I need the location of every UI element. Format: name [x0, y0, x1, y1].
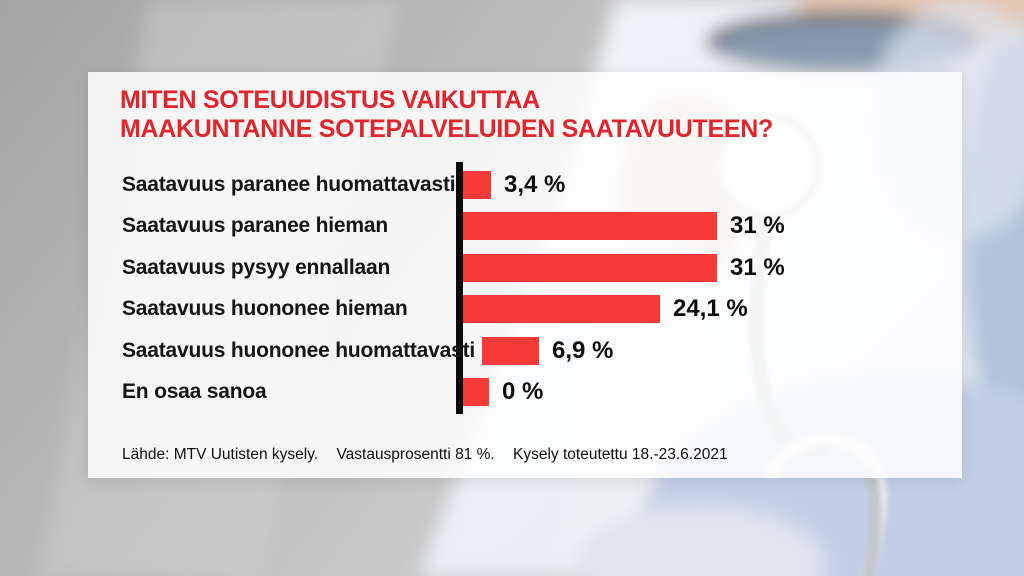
value-label: 31 % — [730, 253, 785, 281]
value-label: 6,9 % — [552, 336, 614, 364]
bar — [463, 253, 717, 282]
bar — [463, 295, 660, 324]
value-label: 24,1 % — [673, 295, 748, 323]
chart-row: Saatavuus pysyy ennallaan 31 % — [122, 247, 950, 289]
chart-title: MITEN SOTEUUDISTUS VAIKUTTAA MAAKUNTANNE… — [120, 86, 773, 144]
chart-panel: MITEN SOTEUUDISTUS VAIKUTTAA MAAKUNTANNE… — [88, 72, 962, 478]
category-label: Saatavuus paranee hieman — [122, 214, 388, 238]
survey-dates: Kysely toteutettu 18.-23.6.2021 — [513, 446, 728, 463]
category-label: En osaa sanoa — [122, 380, 267, 404]
chart-row: Saatavuus paranee huomattavasti 3,4 % — [122, 164, 950, 206]
chart-row: En osaa sanoa 0 % — [122, 372, 950, 414]
category-label: Saatavuus paranee huomattavasti — [122, 172, 456, 196]
value-label: 31 % — [730, 212, 785, 240]
category-label: Saatavuus huononee hieman — [122, 297, 408, 321]
chart-row: Saatavuus huononee hieman 24,1 % — [122, 289, 950, 331]
chart-title-line-2: MAAKUNTANNE SOTEPALVELUIDEN SAATAVUUTEEN… — [120, 115, 773, 143]
bar — [463, 212, 717, 241]
axis-baseline — [456, 162, 463, 414]
chart-row: Saatavuus paranee hieman 31 % — [122, 206, 950, 248]
chart-title-line-1: MITEN SOTEUUDISTUS VAIKUTTAA — [120, 86, 540, 114]
value-label: 3,4 % — [504, 170, 566, 198]
chart-row: Saatavuus huononee huomattavasti 6,9 % — [122, 330, 950, 372]
source-note: Lähde: MTV Uutisten kysely. Vastausprose… — [122, 446, 742, 464]
value-label: 0 % — [502, 378, 544, 406]
bar — [463, 170, 491, 199]
bar — [482, 336, 540, 365]
bar — [463, 378, 489, 407]
category-label: Saatavuus pysyy ennallaan — [122, 255, 391, 279]
category-label: Saatavuus huononee huomattavasti — [122, 338, 476, 362]
response-rate: Vastausprosentti 81 %. — [336, 446, 495, 463]
bar-chart: Saatavuus paranee huomattavasti 3,4 % Saat… — [122, 164, 950, 413]
source-label: Lähde: MTV Uutisten kysely. — [122, 446, 319, 463]
